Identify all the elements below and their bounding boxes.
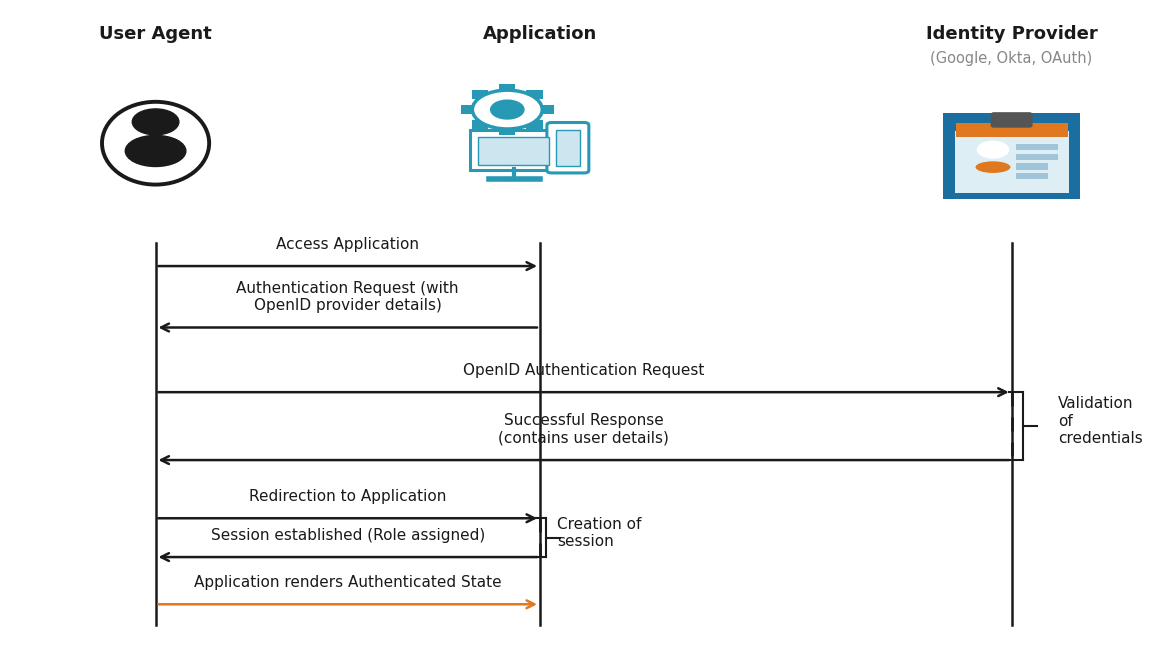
- Text: (Google, Okta, OAuth): (Google, Okta, OAuth): [930, 50, 1093, 66]
- FancyBboxPatch shape: [1016, 153, 1058, 160]
- Text: Application: Application: [483, 25, 597, 43]
- Text: User Agent: User Agent: [100, 25, 212, 43]
- Text: Successful Response
(contains user details): Successful Response (contains user detai…: [499, 413, 669, 446]
- Text: Identity Provider: Identity Provider: [925, 25, 1098, 43]
- Text: Redirection to Application: Redirection to Application: [249, 489, 447, 504]
- Circle shape: [491, 100, 523, 119]
- Bar: [527, 90, 543, 99]
- FancyBboxPatch shape: [956, 122, 1067, 138]
- FancyBboxPatch shape: [479, 137, 549, 165]
- Bar: [527, 120, 543, 129]
- FancyBboxPatch shape: [1016, 173, 1047, 179]
- FancyBboxPatch shape: [991, 112, 1032, 128]
- Text: Authentication Request (with
OpenID provider details): Authentication Request (with OpenID prov…: [237, 281, 459, 313]
- Bar: [500, 84, 515, 93]
- Circle shape: [133, 109, 178, 135]
- Text: Session established (Role assigned): Session established (Role assigned): [211, 528, 484, 543]
- Text: Creation of
session: Creation of session: [557, 517, 642, 550]
- FancyBboxPatch shape: [547, 122, 589, 173]
- Ellipse shape: [102, 102, 209, 185]
- Ellipse shape: [976, 161, 1010, 173]
- Circle shape: [977, 141, 1009, 159]
- FancyBboxPatch shape: [1016, 163, 1047, 170]
- FancyBboxPatch shape: [1016, 144, 1058, 150]
- FancyBboxPatch shape: [955, 131, 1069, 193]
- Text: Application renders Authenticated State: Application renders Authenticated State: [194, 575, 502, 590]
- Text: Access Application: Access Application: [277, 237, 419, 252]
- FancyBboxPatch shape: [556, 130, 579, 166]
- Text: OpenID Authentication Request: OpenID Authentication Request: [463, 363, 704, 378]
- Bar: [472, 90, 488, 99]
- Circle shape: [473, 90, 542, 129]
- Bar: [461, 105, 477, 114]
- Bar: [500, 126, 515, 136]
- FancyBboxPatch shape: [470, 130, 558, 170]
- Ellipse shape: [126, 136, 185, 166]
- Bar: [537, 105, 554, 114]
- FancyBboxPatch shape: [943, 113, 1080, 200]
- Text: Validation
of
credentials: Validation of credentials: [1058, 396, 1143, 446]
- Bar: [472, 120, 488, 129]
